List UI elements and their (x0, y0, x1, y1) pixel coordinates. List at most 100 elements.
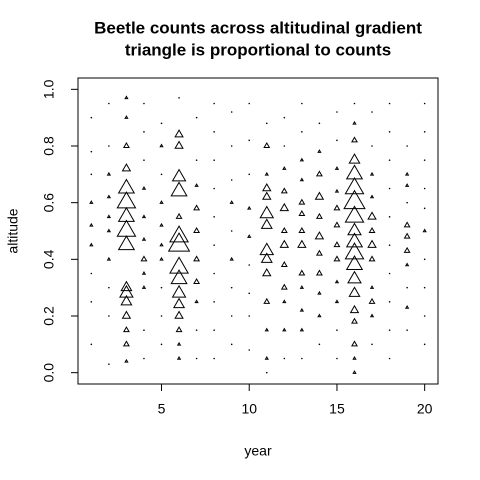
triangle-point (334, 299, 340, 304)
triangle-point (171, 284, 187, 298)
triangle-point (172, 297, 186, 309)
triangle-point (176, 355, 182, 360)
triangle-point (368, 226, 376, 234)
triangle-point (282, 299, 287, 304)
point (318, 122, 321, 125)
x-tick-label: 5 (158, 401, 166, 417)
triangle-point (344, 242, 365, 260)
triangle-point (116, 219, 137, 237)
triangle-point (343, 189, 366, 210)
point (423, 286, 426, 289)
triangle-point (299, 285, 305, 289)
triangle-point (315, 249, 323, 256)
point (388, 102, 391, 105)
point (230, 111, 233, 113)
point (143, 329, 145, 331)
triangle-point (351, 317, 358, 324)
triangle-point (141, 236, 147, 241)
triangle-point (247, 234, 252, 238)
triangle-point (345, 164, 364, 180)
triangle-point (369, 171, 375, 176)
point (160, 173, 163, 176)
triangle-point (317, 313, 322, 318)
point (423, 343, 426, 346)
triangle-point (141, 285, 147, 289)
point (90, 343, 93, 346)
point (248, 102, 251, 105)
point (423, 258, 426, 261)
triangle-point (315, 212, 323, 219)
y-tick-label: 0.4 (41, 249, 57, 269)
triangle-point (141, 270, 147, 275)
point (388, 244, 391, 246)
triangle-point (404, 262, 410, 267)
triangle-point (194, 183, 199, 187)
triangle-point (259, 205, 275, 219)
point (230, 179, 233, 181)
point (108, 145, 110, 147)
triangle-point (315, 170, 323, 177)
triangle-point (280, 283, 288, 290)
point (283, 357, 286, 360)
triangle-point (264, 171, 269, 176)
triangle-point (141, 185, 147, 190)
point (388, 187, 391, 190)
point (248, 349, 251, 351)
point (248, 173, 251, 176)
triangle-point (89, 200, 94, 204)
triangle-point (279, 239, 290, 248)
point (160, 286, 163, 289)
triangle-point (299, 327, 305, 332)
triangle-point (106, 194, 112, 199)
triangle-point (404, 304, 410, 309)
point (248, 139, 251, 142)
point (406, 145, 408, 147)
triangle-point (116, 191, 137, 209)
triangle-point (159, 242, 164, 247)
triangle-point (352, 355, 357, 360)
point (143, 159, 145, 161)
triangle-point (262, 267, 272, 277)
point (213, 102, 215, 105)
triangle-point (170, 181, 188, 197)
point (90, 301, 93, 303)
triangle-point (193, 255, 201, 262)
plot-frame (77, 77, 439, 385)
triangle-point (247, 205, 252, 210)
triangle-point (351, 136, 358, 143)
triangle-point (404, 171, 410, 176)
triangle-point (348, 286, 361, 297)
point (108, 315, 110, 317)
triangle-point (403, 246, 411, 253)
triangle-point (369, 285, 375, 289)
triangle-point (368, 255, 376, 262)
point (213, 216, 215, 218)
triangle-point (333, 221, 341, 228)
point (90, 150, 93, 153)
triangle-point (170, 269, 188, 285)
triangle-point (298, 226, 306, 234)
point (423, 131, 426, 133)
point (213, 357, 215, 360)
point (371, 111, 373, 113)
triangle-point (140, 255, 148, 262)
triangle-point (89, 222, 94, 227)
triangle-point (120, 280, 133, 292)
triangle-point (263, 141, 271, 149)
chart-subtitle: triangle is proportional to counts (125, 40, 391, 59)
triangle-point (282, 327, 287, 332)
triangle-point (124, 115, 129, 119)
point (406, 286, 408, 289)
triangle-point (159, 222, 164, 227)
triangle-point (403, 221, 411, 228)
triangle-point (369, 194, 375, 199)
chart-title: Beetle counts across altitudinal gradien… (94, 18, 422, 37)
point (248, 315, 251, 317)
triangle-point (403, 232, 411, 239)
triangle-point (282, 166, 287, 170)
point (371, 343, 373, 346)
triangle-point (124, 95, 129, 100)
triangle-point (298, 269, 306, 276)
triangle-point (193, 277, 201, 285)
x-tick-label: 10 (241, 401, 257, 417)
